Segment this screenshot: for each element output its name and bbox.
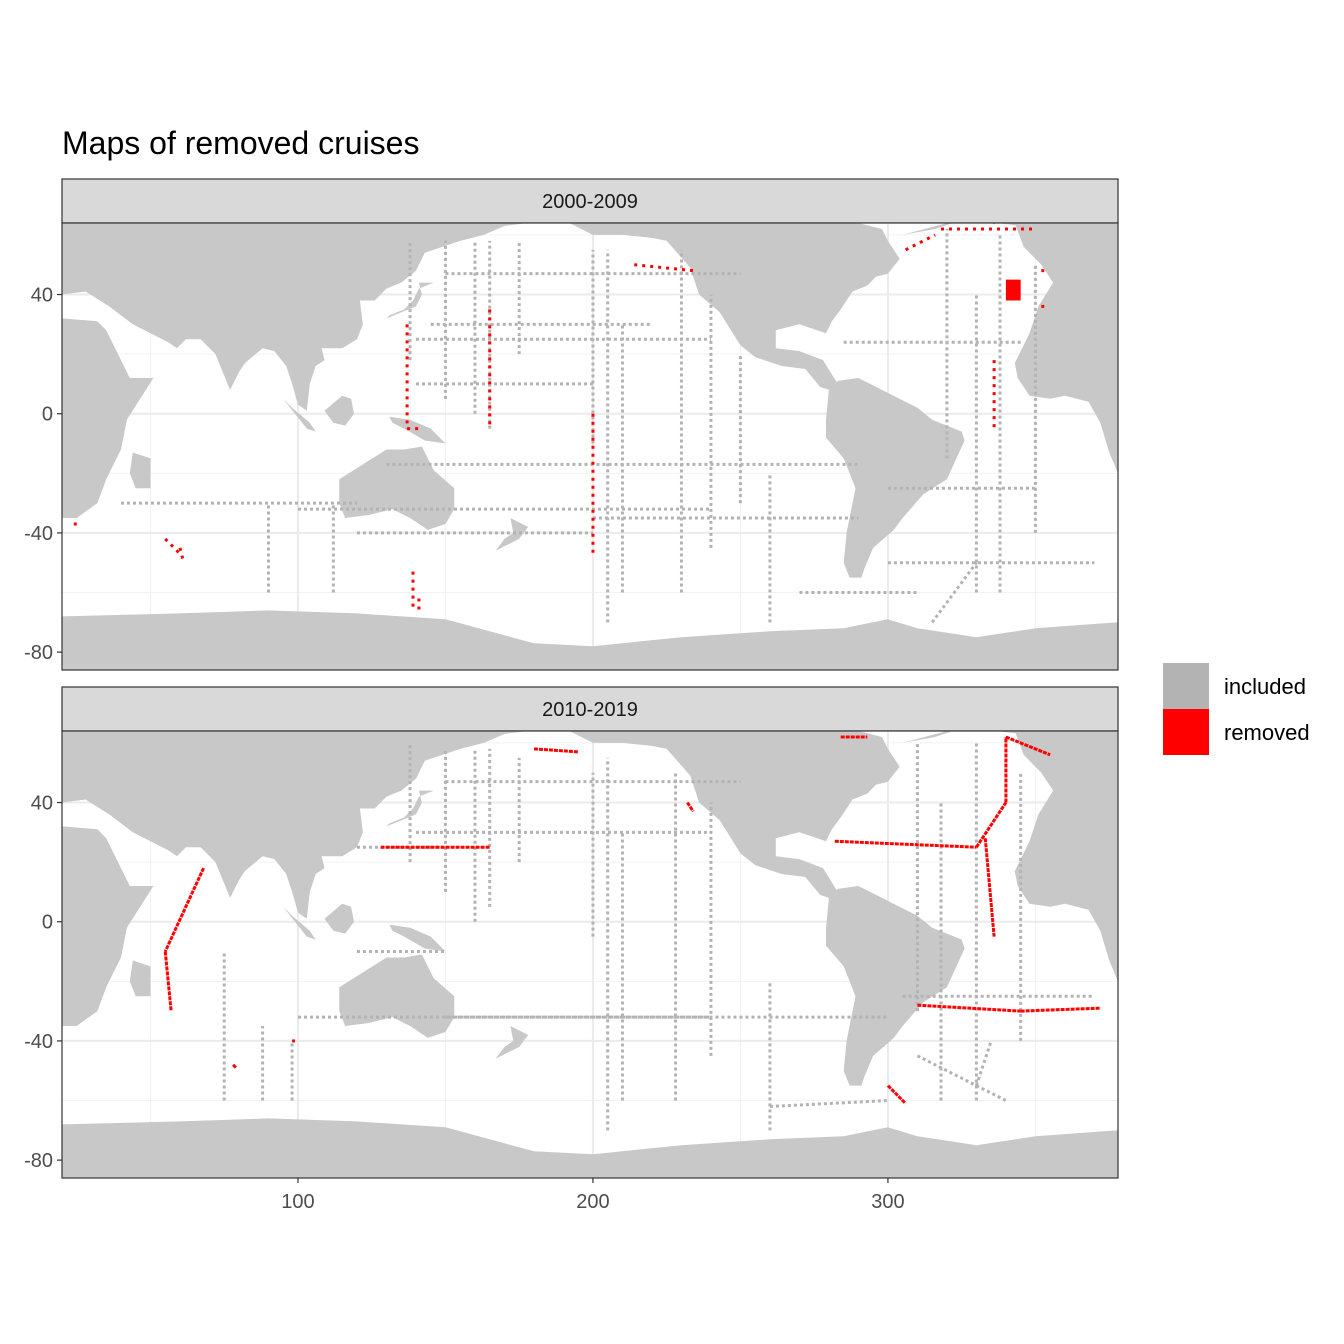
removed-cruise-track [164,537,182,555]
removed-cruise-block [1005,279,1021,301]
chart-title: Maps of removed cruises [62,125,419,161]
iceland-land [997,731,1023,734]
included-cruise-track [974,1040,993,1087]
new-guinea-land [389,924,446,952]
removed-cruise-track [178,547,185,561]
y-tick-label: -80 [24,642,53,664]
removed-cruise-track [686,801,695,813]
facet-strip-label: 2000-2009 [542,191,638,213]
south-america-land [826,886,965,1086]
madagascar-land [129,960,151,997]
legend: included removed [1163,663,1310,755]
new-zealand-land [495,518,529,551]
legend-key-removed [1163,709,1209,755]
sumatra-land [283,906,316,940]
y-tick-label: 0 [42,404,53,426]
x-tick-label: 200 [576,1191,609,1213]
legend-label-removed: removed [1224,720,1310,745]
europe-africa-east-land [1014,731,1118,982]
panel-border [61,730,1119,1179]
y-tick-label: -40 [24,523,53,545]
south-america-land [826,378,965,578]
facet-strip-label: 2010-2019 [542,699,638,721]
removed-cruise-track [232,1063,238,1069]
antarctica-land [62,1118,1118,1178]
removed-cruise-track [834,839,977,849]
y-tick-label: 40 [31,285,53,307]
new-zealand-land [495,1026,529,1059]
north-america-land [569,731,900,898]
y-tick-label: 40 [31,793,53,815]
japan-land [386,282,434,319]
included-cruise-track [930,561,978,624]
removed-cruise-track [533,747,579,754]
removed-cruise-track [917,1003,1021,1013]
x-tick-label: 300 [871,1191,904,1213]
plot-area [62,731,1118,1178]
africa-land [62,826,154,1026]
borneo-land [324,903,354,934]
panel-border [61,222,1119,671]
removed-cruise-track [1005,735,1051,757]
north-america-land [569,223,900,390]
included-cruise-track [916,1054,1007,1102]
panel-2010-2019: 2010-2019 40 0 -40 -80 100 200 300 [24,686,1119,1213]
madagascar-land [129,452,151,489]
x-tick-label: 100 [281,1191,314,1213]
y-tick-label: -40 [24,1031,53,1053]
removed-cruise-track [163,867,205,953]
included-cruise-track [769,1099,888,1108]
eurasia-land [62,223,529,411]
africa-land [62,318,154,518]
removed-cruise-track [983,838,996,937]
removed-cruise-track [904,233,936,252]
borneo-land [324,395,354,426]
eurasia-land [62,731,529,919]
europe-africa-east-land [1014,223,1118,474]
y-tick-label: -80 [24,1150,53,1172]
facet-strip [61,178,1119,224]
panel-2000-2009: 2000-2009 40 0 -40 -80 [24,178,1119,671]
legend-key-included [1163,663,1209,709]
sumatra-land [283,398,316,432]
japan-land [386,790,434,827]
legend-label-included: included [1224,674,1306,699]
removed-cruise-track [886,1084,907,1105]
removed-cruise-track [1020,1006,1101,1013]
iceland-land [997,223,1023,226]
antarctica-land [62,610,1118,670]
removed-cruise-track [634,263,694,273]
plot-area [62,223,1118,670]
y-tick-label: 0 [42,912,53,934]
removed-cruise-track [975,801,1008,849]
